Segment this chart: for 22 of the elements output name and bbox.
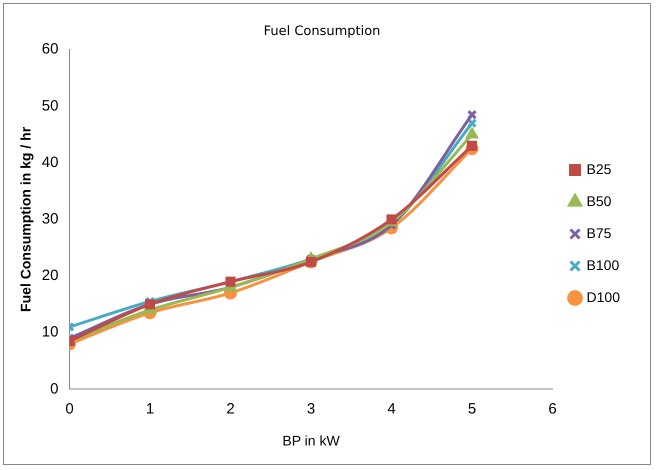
legend-label: B50 bbox=[586, 192, 612, 209]
y-tick-label: 20 bbox=[42, 267, 58, 284]
y-tick-label: 0 bbox=[50, 380, 58, 398]
y-tick-label: 40 bbox=[42, 154, 58, 171]
y-axis-title: Fuel Consumption in kg / hr bbox=[17, 126, 34, 312]
y-tick-label: 60 bbox=[42, 40, 58, 58]
x-tick-label: 1 bbox=[146, 400, 154, 418]
y-tick-label: 10 bbox=[42, 324, 58, 341]
x-axis-title: BP in kW bbox=[282, 432, 340, 448]
legend-label: B25 bbox=[586, 160, 612, 177]
x-tick-label: 5 bbox=[468, 400, 476, 418]
legend-label: B75 bbox=[586, 224, 612, 241]
x-tick-label: 2 bbox=[226, 400, 235, 418]
y-tick-label: 50 bbox=[42, 97, 58, 114]
chart-title: Fuel Consumption bbox=[264, 24, 380, 40]
x-tick-label: 4 bbox=[387, 400, 396, 418]
legend-label: B100 bbox=[586, 256, 620, 273]
x-tick-label: 0 bbox=[65, 400, 74, 418]
x-tick-label: 6 bbox=[548, 400, 557, 418]
y-tick-label: 30 bbox=[42, 210, 58, 228]
legend-label: D100 bbox=[586, 288, 620, 305]
x-tick-label: 3 bbox=[306, 400, 316, 418]
